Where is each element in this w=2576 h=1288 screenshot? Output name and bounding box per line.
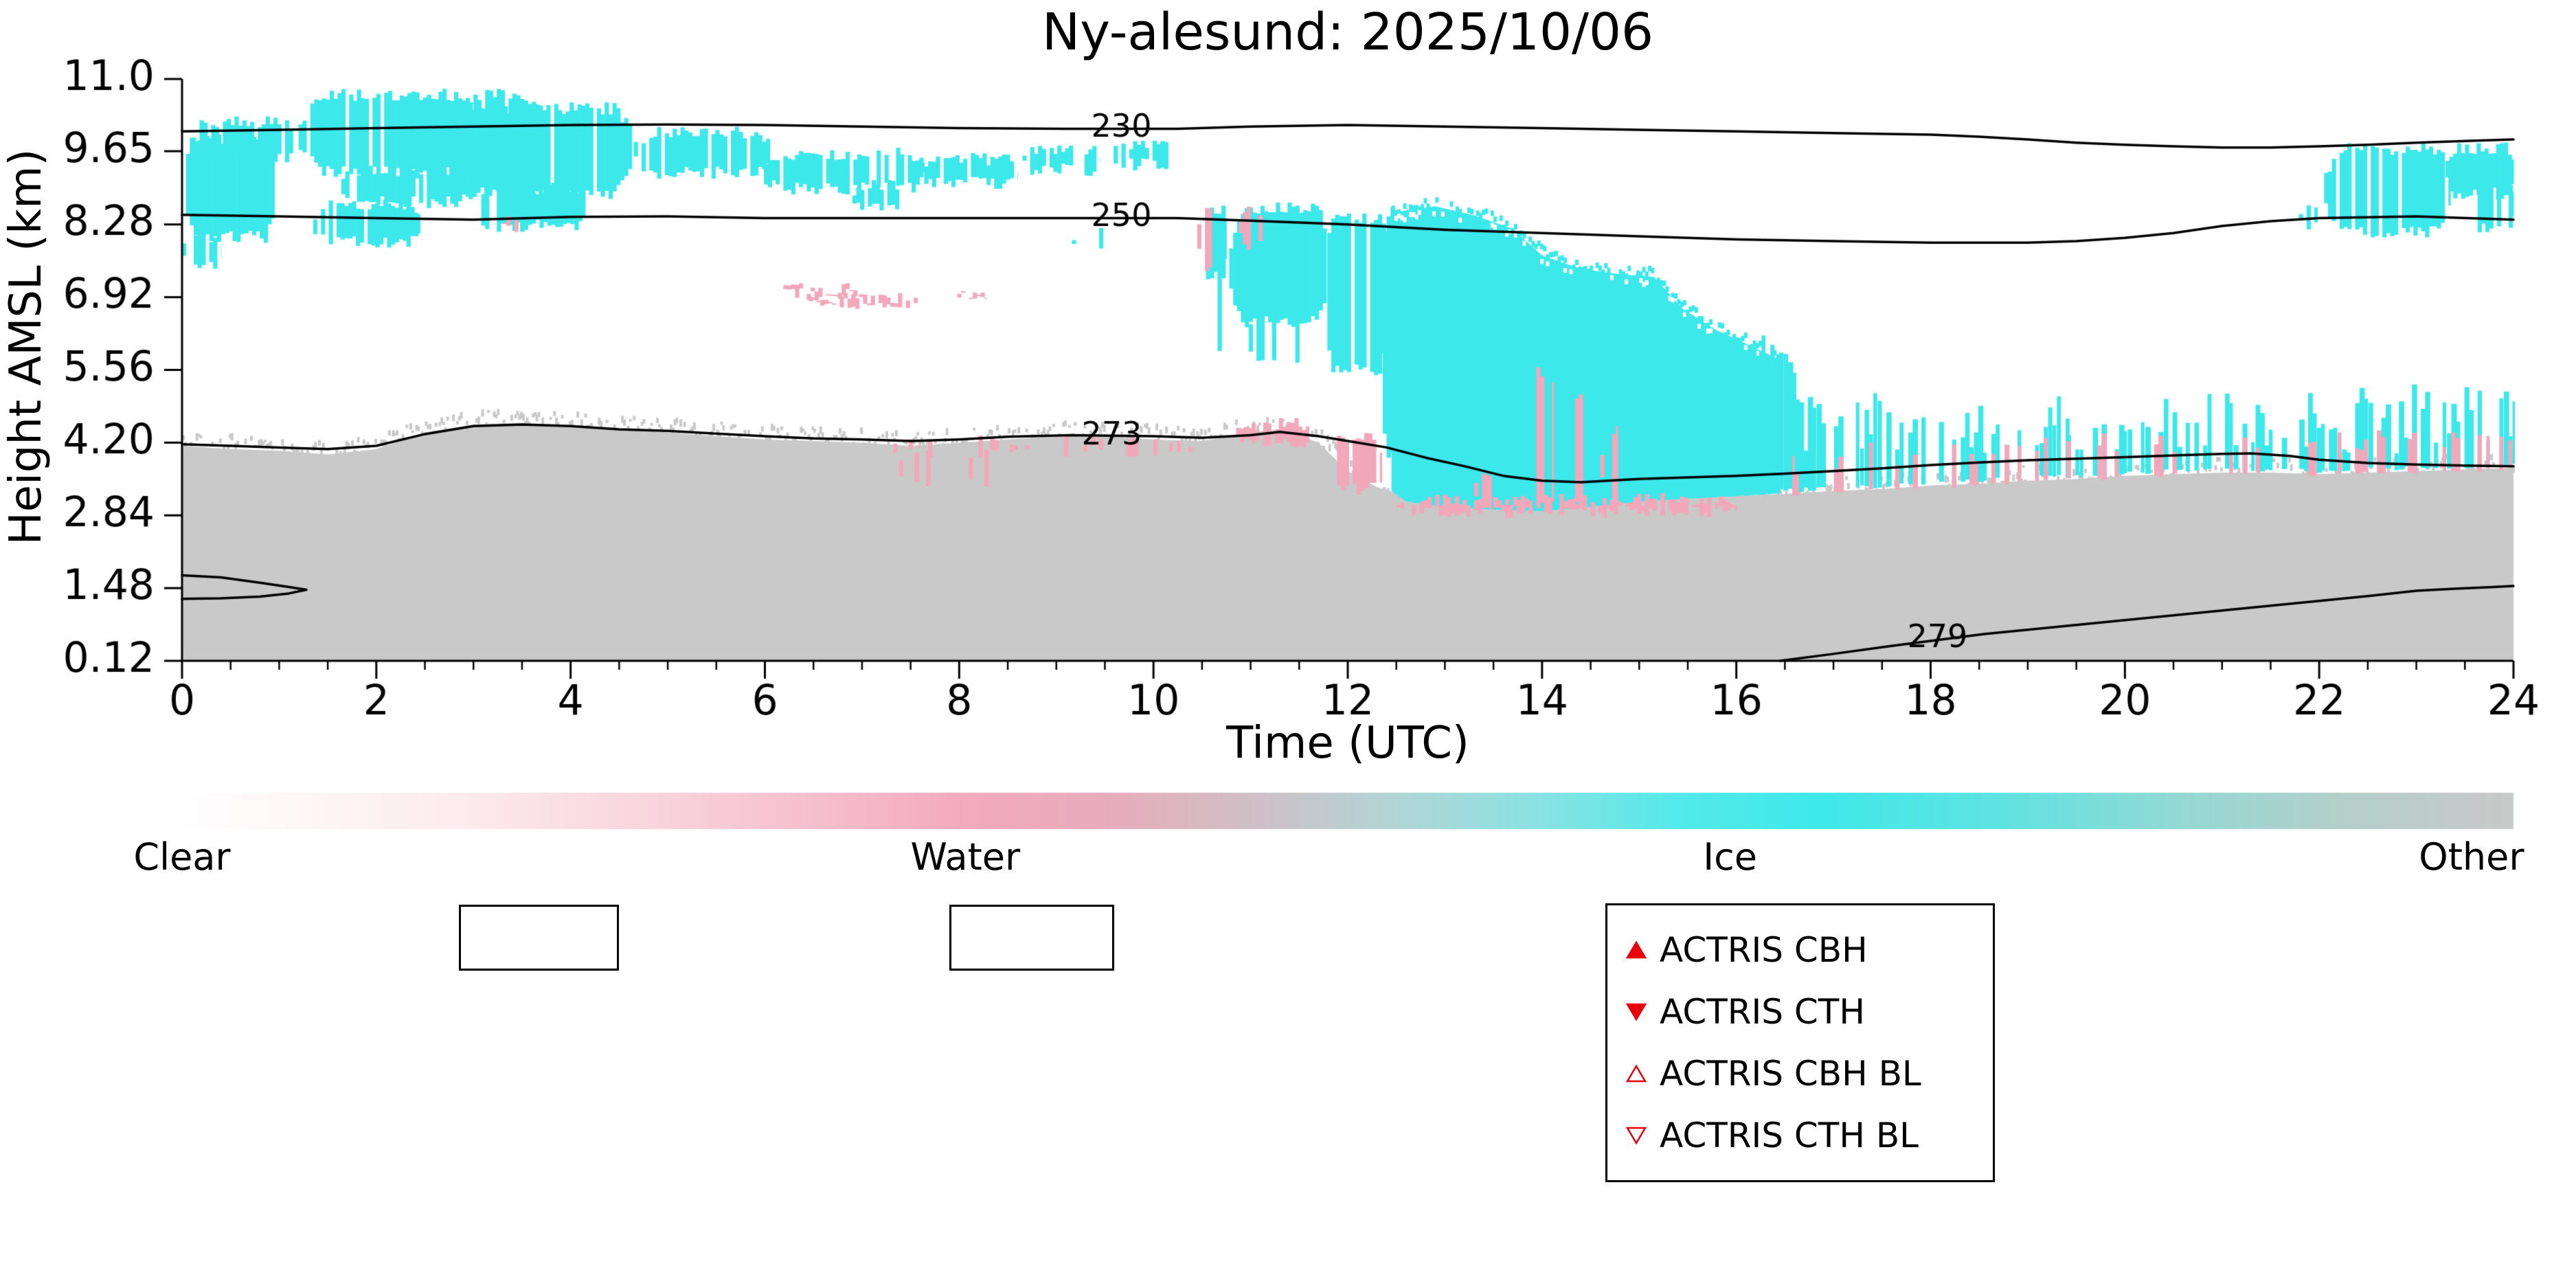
triangle-up-open-icon [1625, 1064, 1647, 1083]
legend-item: ACTRIS CBH [1625, 933, 1993, 967]
y-axis-label: Height AMSL (km) [1, 148, 52, 545]
legend-item: ACTRIS CBH BL [1625, 1057, 1993, 1091]
actris-legend: ACTRIS CBH ACTRIS CTH ACTRIS CBH BL ACTRIS … [1605, 903, 1995, 1182]
legend-item-label: ACTRIS CBH BL [1660, 1054, 1921, 1094]
legend-item: ACTRIS CTH [1625, 995, 1993, 1029]
colorbar-label: Other [2419, 835, 2524, 879]
empty-legend-box-2 [949, 905, 1114, 971]
colorbar-label: Clear [133, 835, 231, 879]
colorbar-label: Water [910, 835, 1021, 879]
empty-legend-box-1 [459, 905, 619, 971]
triangle-down-open-icon [1625, 1127, 1647, 1145]
legend-item: ACTRIS CTH BL [1625, 1118, 1993, 1153]
x-axis-label: Time (UTC) [1226, 718, 1469, 769]
triangle-down-filled-icon [1625, 1003, 1647, 1021]
colorbar-label: Ice [1703, 835, 1758, 879]
triangle-up-filled-icon [1625, 940, 1647, 959]
legend-item-label: ACTRIS CBH [1660, 930, 1868, 970]
legend-item-label: ACTRIS CTH BL [1660, 1116, 1919, 1155]
legend-item-label: ACTRIS CTH [1660, 992, 1865, 1032]
chart-title: Ny-alesund: 2025/10/06 [1041, 3, 1654, 62]
